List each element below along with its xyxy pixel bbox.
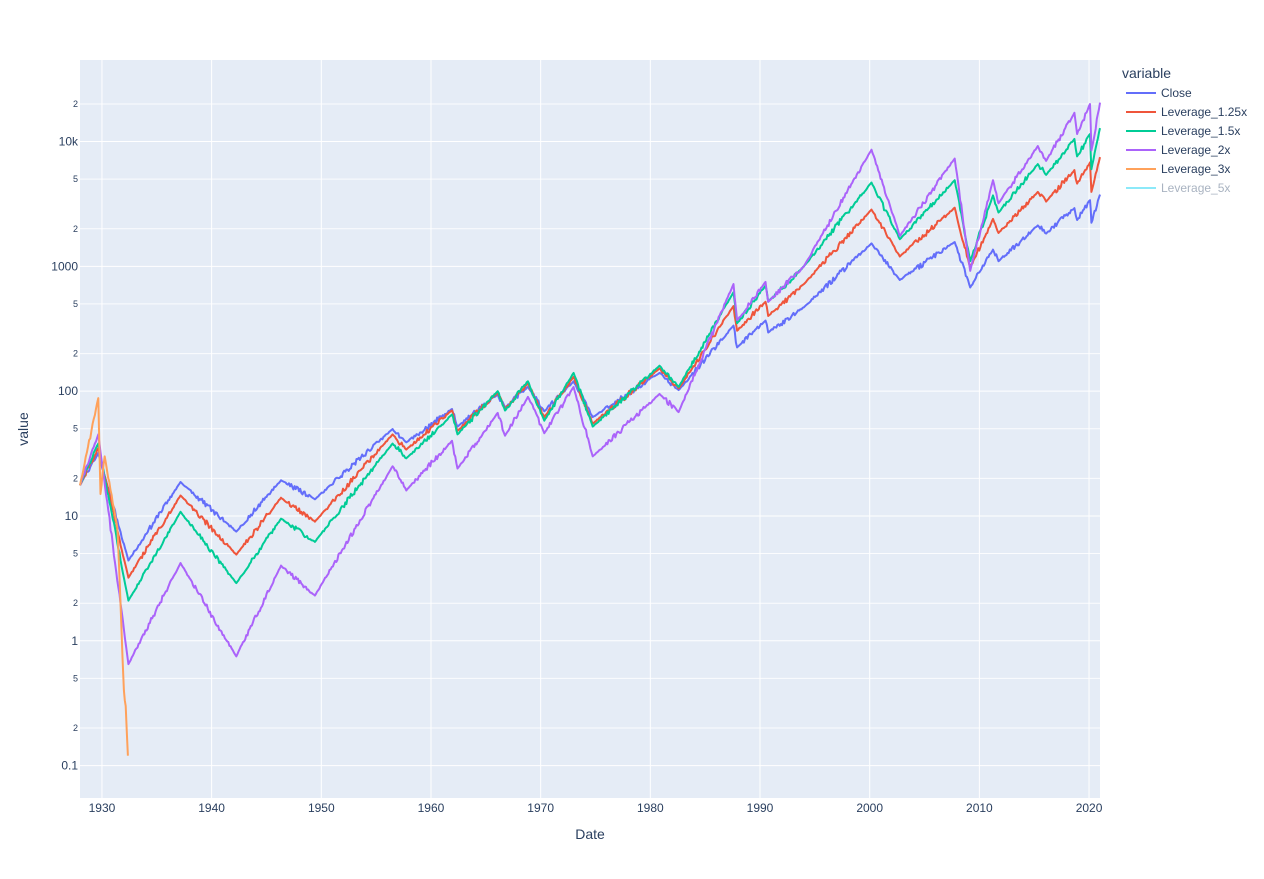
series-layer <box>79 102 1101 756</box>
y-minor-tick-label: 2 <box>73 473 78 483</box>
legend-label: Leverage_2x <box>1161 143 1230 157</box>
legend-item-leverage-2x[interactable]: Leverage_2x <box>1126 143 1230 157</box>
series-line-leverage-3x <box>79 397 129 756</box>
x-tick-label: 1990 <box>747 801 774 815</box>
legend-item-leverage-1-25x[interactable]: Leverage_1.25x <box>1126 105 1247 119</box>
x-tick-label: 1950 <box>308 801 335 815</box>
legend-label: Leverage_5x <box>1161 181 1230 195</box>
x-tick-label: 2010 <box>966 801 993 815</box>
legend-label: Close <box>1161 86 1192 100</box>
legend-item-leverage-1-5x[interactable]: Leverage_1.5x <box>1126 124 1240 138</box>
series-line-close <box>79 194 1101 562</box>
y-tick-label: 0.1 <box>61 759 78 773</box>
x-tick-label: 2000 <box>856 801 883 815</box>
y-minor-tick-label: 2 <box>73 99 78 109</box>
y-minor-tick-label: 2 <box>73 723 78 733</box>
y-minor-tick-label: 2 <box>73 224 78 234</box>
y-axis-title: value <box>15 412 31 446</box>
legend-label: Leverage_1.5x <box>1161 124 1240 138</box>
x-tick-label: 2020 <box>1076 801 1103 815</box>
y-minor-tick-label: 2 <box>73 598 78 608</box>
y-minor-tick-label: 5 <box>73 299 78 309</box>
x-tick-label: 1960 <box>418 801 445 815</box>
y-tick-label: 100 <box>58 384 78 398</box>
y-axis-ticks: 0.1 1 10 100 1000 10k 2 5 2 5 2 5 2 5 2 5 2 <box>51 99 79 773</box>
y-tick-label: 1 <box>71 634 78 648</box>
x-tick-label: 1930 <box>89 801 116 815</box>
y-tick-label: 10 <box>65 509 79 523</box>
x-axis-title: Date <box>575 826 605 842</box>
legend-label: Leverage_1.25x <box>1161 105 1247 119</box>
y-minor-tick-label: 5 <box>73 549 78 559</box>
y-minor-tick-label: 5 <box>73 424 78 434</box>
legend-title: variable <box>1122 65 1171 81</box>
x-axis-ticks: 1930 1940 1950 1960 1970 1980 1990 2000 2010 2020 <box>89 801 1103 815</box>
y-minor-tick-label: 5 <box>73 673 78 683</box>
y-minor-tick-label: 5 <box>73 174 78 184</box>
series-line-leverage-2x <box>79 102 1101 666</box>
series-line-leverage-1-5x <box>79 127 1101 602</box>
y-minor-tick-label: 2 <box>73 349 78 359</box>
x-tick-label: 1980 <box>637 801 664 815</box>
legend-item-close[interactable]: Close <box>1126 86 1192 100</box>
legend-item-leverage-5x[interactable]: Leverage_5x <box>1126 181 1230 195</box>
y-tick-label: 10k <box>59 135 79 149</box>
legend: variable Close Leverage_1.25x Leverage_1.5… <box>1122 65 1247 195</box>
legend-label: Leverage_3x <box>1161 162 1230 176</box>
legend-item-leverage-3x[interactable]: Leverage_3x <box>1126 162 1230 176</box>
y-tick-label: 1000 <box>51 259 78 273</box>
x-tick-label: 1940 <box>198 801 225 815</box>
x-tick-label: 1970 <box>527 801 554 815</box>
